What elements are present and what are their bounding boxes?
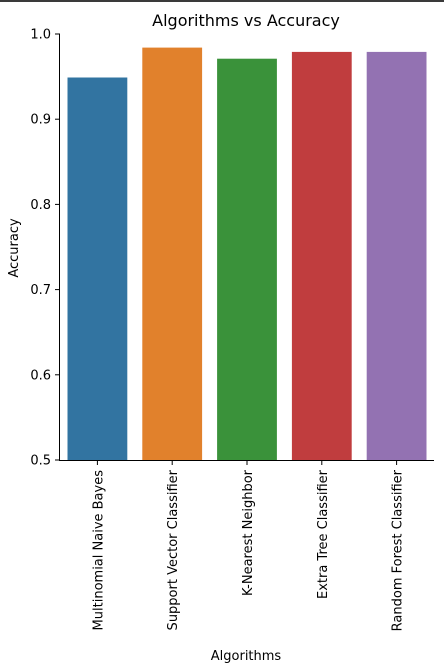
bar-4 — [366, 51, 427, 461]
bar-1 — [142, 47, 203, 460]
window-top-border — [0, 0, 444, 2]
x-tick-label: Support Vector Classifier — [166, 469, 181, 630]
bars-group — [67, 47, 427, 461]
y-tick-label: 0.6 — [30, 368, 51, 383]
y-axis-label: Accuracy — [7, 218, 22, 278]
bar-0 — [67, 77, 128, 460]
chart-title: Algorithms vs Accuracy — [152, 11, 340, 30]
y-ticks-group: 0.5 0.6 0.7 0.8 0.9 1.0 — [30, 28, 60, 469]
x-tick-label: Extra Tree Classifier — [316, 469, 331, 599]
bar-3 — [291, 51, 352, 461]
y-tick-label: 0.7 — [30, 283, 51, 298]
x-axis-label: Algorithms — [211, 649, 282, 664]
y-tick-label: 0.5 — [30, 454, 51, 469]
x-tick-label: Multinomial Naive Bayes — [91, 470, 106, 631]
x-tick-label: Random Forest Classifier — [391, 469, 406, 631]
x-ticks-group: Multinomial Naive Bayes Support Vector Cl… — [91, 460, 406, 631]
y-tick-label: 1.0 — [30, 28, 51, 43]
y-tick-label: 0.8 — [30, 198, 51, 213]
y-tick-label: 0.9 — [30, 113, 51, 128]
x-tick-label: K-Nearest Neighbor — [241, 469, 256, 596]
bar-2 — [217, 58, 277, 460]
